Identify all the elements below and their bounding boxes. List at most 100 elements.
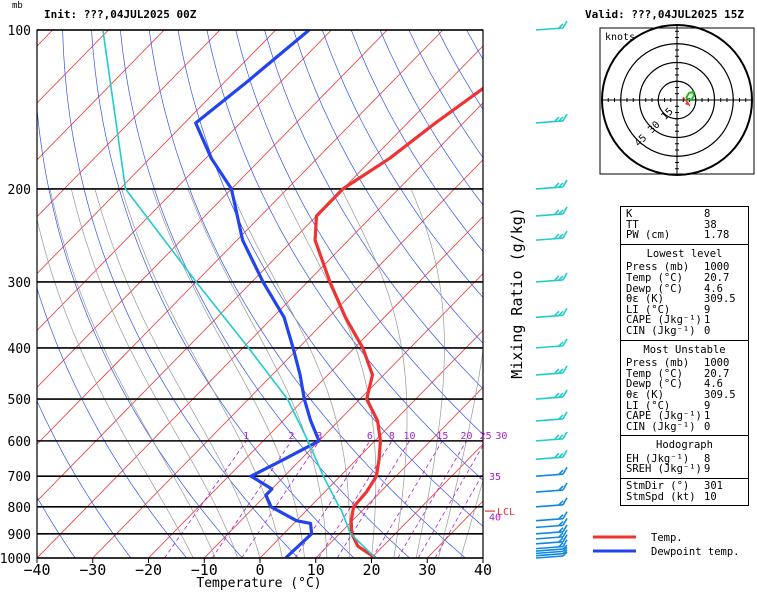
wind-barb xyxy=(536,412,567,421)
dry-adiabat xyxy=(63,30,299,558)
temp-tick-label: 40 xyxy=(474,561,492,579)
wind-barb xyxy=(536,21,567,30)
barb-flag xyxy=(563,366,567,373)
mixing-ratio-label: 2 xyxy=(288,431,294,442)
barb-flag xyxy=(563,467,567,474)
wind-barb xyxy=(536,231,567,240)
isotherm xyxy=(0,30,220,558)
index-row: Temp (°C)20.7 xyxy=(626,273,743,284)
index-label: StmSpd (kt) xyxy=(626,492,704,503)
wind-barb xyxy=(536,432,567,441)
mixing-ratio-label: 35 xyxy=(489,472,501,483)
mixing-ratio-label: 1 xyxy=(243,431,249,442)
dry-adiabat xyxy=(92,30,354,558)
barb-staff xyxy=(536,457,563,459)
index-row: SREH (Jkg⁻¹)9 xyxy=(626,464,743,475)
barb-flag xyxy=(563,308,567,315)
legend-label: Temp. xyxy=(651,532,683,544)
index-label: K xyxy=(626,209,704,220)
barb-staff xyxy=(536,397,563,399)
mixing-ratio-line xyxy=(398,441,467,558)
barb-flag xyxy=(555,117,559,121)
barb-flag xyxy=(555,276,559,280)
mixing-ratio-line xyxy=(212,441,291,558)
wind-barb xyxy=(536,273,567,282)
barb-staff xyxy=(536,519,563,521)
barb-staff xyxy=(536,542,563,544)
barb-staff xyxy=(536,490,563,492)
index-value: 0 xyxy=(704,422,743,433)
hodograph-ring-label: 15 xyxy=(659,106,675,122)
barb-staff xyxy=(536,547,563,549)
barb-flag xyxy=(555,234,559,238)
index-label: CIN (Jkg⁻¹) xyxy=(626,326,704,337)
wind-barb xyxy=(536,207,567,216)
barb-flag xyxy=(563,450,567,457)
barb-flag xyxy=(563,273,567,280)
barb-staff xyxy=(536,556,563,558)
pressure-tick-label: 900 xyxy=(8,528,31,543)
wind-barb xyxy=(536,483,567,492)
index-value: 309.5 xyxy=(704,390,743,401)
barb-staff xyxy=(536,439,563,441)
pressure-tick-label: 200 xyxy=(8,183,31,198)
mixing-ratio-label: 8 xyxy=(389,431,395,442)
wind-barb xyxy=(536,498,567,507)
isotherm xyxy=(93,30,610,558)
moist-adiabat xyxy=(188,189,327,558)
wind-barb xyxy=(536,467,567,476)
barb-staff xyxy=(536,28,563,30)
temp-tick-label: −40 xyxy=(23,561,50,579)
x-axis-title: Temperature (°C) xyxy=(196,576,321,591)
pressure-tick-label: 300 xyxy=(8,276,31,291)
isotherm xyxy=(149,30,666,558)
index-value: 1.78 xyxy=(704,230,743,241)
lowest-level-title: Lowest level xyxy=(626,247,743,263)
barb-staff xyxy=(536,554,563,556)
mixing-ratio-label: 25 xyxy=(480,431,492,442)
barb-staff xyxy=(536,346,563,348)
pressure-tick-label: 800 xyxy=(8,501,31,516)
temp-tick-label: −20 xyxy=(135,561,162,579)
mixing-ratio-title: Mixing Ratio (g/kg) xyxy=(508,207,526,379)
barb-flag xyxy=(555,210,559,214)
moist-adiabat xyxy=(50,189,215,558)
index-row: θε (K)309.5 xyxy=(626,390,743,401)
barb-flag xyxy=(555,369,559,373)
mixing-ratio-line xyxy=(418,441,485,558)
barb-flag xyxy=(563,412,567,419)
barb-flag xyxy=(563,231,567,238)
profile-dewpoint xyxy=(196,30,319,558)
most-unstable-title: Most Unstable xyxy=(626,343,743,359)
barb-flag xyxy=(563,498,567,505)
wind-barb xyxy=(536,450,567,459)
barb-staff xyxy=(536,315,563,317)
hodograph-title: Hodograph xyxy=(626,438,743,454)
dry-adiabat xyxy=(120,30,409,558)
barb-flag xyxy=(563,21,567,28)
barb-staff xyxy=(536,505,563,507)
barb-flag xyxy=(555,453,559,457)
index-value: 8 xyxy=(704,209,743,220)
mixing-ratio-line xyxy=(372,441,442,558)
pressure-unit: mb xyxy=(12,1,23,11)
barb-flag xyxy=(555,183,559,187)
moist-adiabat xyxy=(281,189,376,558)
barb-staff xyxy=(536,419,563,421)
mixing-ratio-label: 10 xyxy=(403,431,415,442)
index-label: θε (K) xyxy=(626,390,704,401)
barb-staff xyxy=(536,551,563,553)
barb-flag xyxy=(563,339,567,346)
wind-barb xyxy=(536,308,567,317)
moist-adiabat xyxy=(461,189,545,558)
hodograph-unit: knots xyxy=(605,32,635,43)
